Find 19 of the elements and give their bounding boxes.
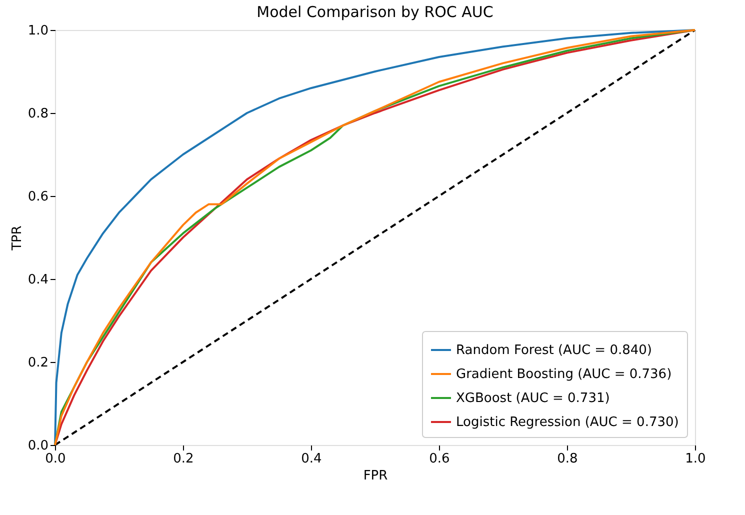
y-tick-label: 0.0 (28, 438, 48, 454)
x-tick-label: 1.0 (685, 452, 706, 466)
x-tick-label: 0.4 (301, 452, 322, 466)
y-axis-title: TPR (10, 226, 25, 252)
chart-title: Model Comparison by ROC AUC (256, 3, 494, 21)
y-tick-label: 1.0 (28, 24, 48, 38)
y-tick-label: 0.4 (28, 272, 48, 288)
y-tick-label: 0.8 (28, 106, 48, 122)
legend-label: Random Forest (AUC = 0.840) (456, 343, 652, 358)
legend-label: Gradient Boosting (AUC = 0.736) (456, 367, 672, 382)
legend-label: Logistic Regression (AUC = 0.730) (456, 415, 679, 430)
y-tick-label: 0.2 (28, 356, 48, 370)
x-axis-title: FPR (363, 468, 388, 484)
x-tick-label: 0.0 (45, 452, 66, 466)
x-tick-label: 0.6 (429, 452, 450, 466)
x-tick-label: 0.8 (557, 452, 578, 466)
legend-label: XGBoost (AUC = 0.731) (456, 391, 610, 406)
x-tick-label: 0.2 (173, 452, 194, 466)
y-tick-label: 0.6 (28, 190, 48, 204)
